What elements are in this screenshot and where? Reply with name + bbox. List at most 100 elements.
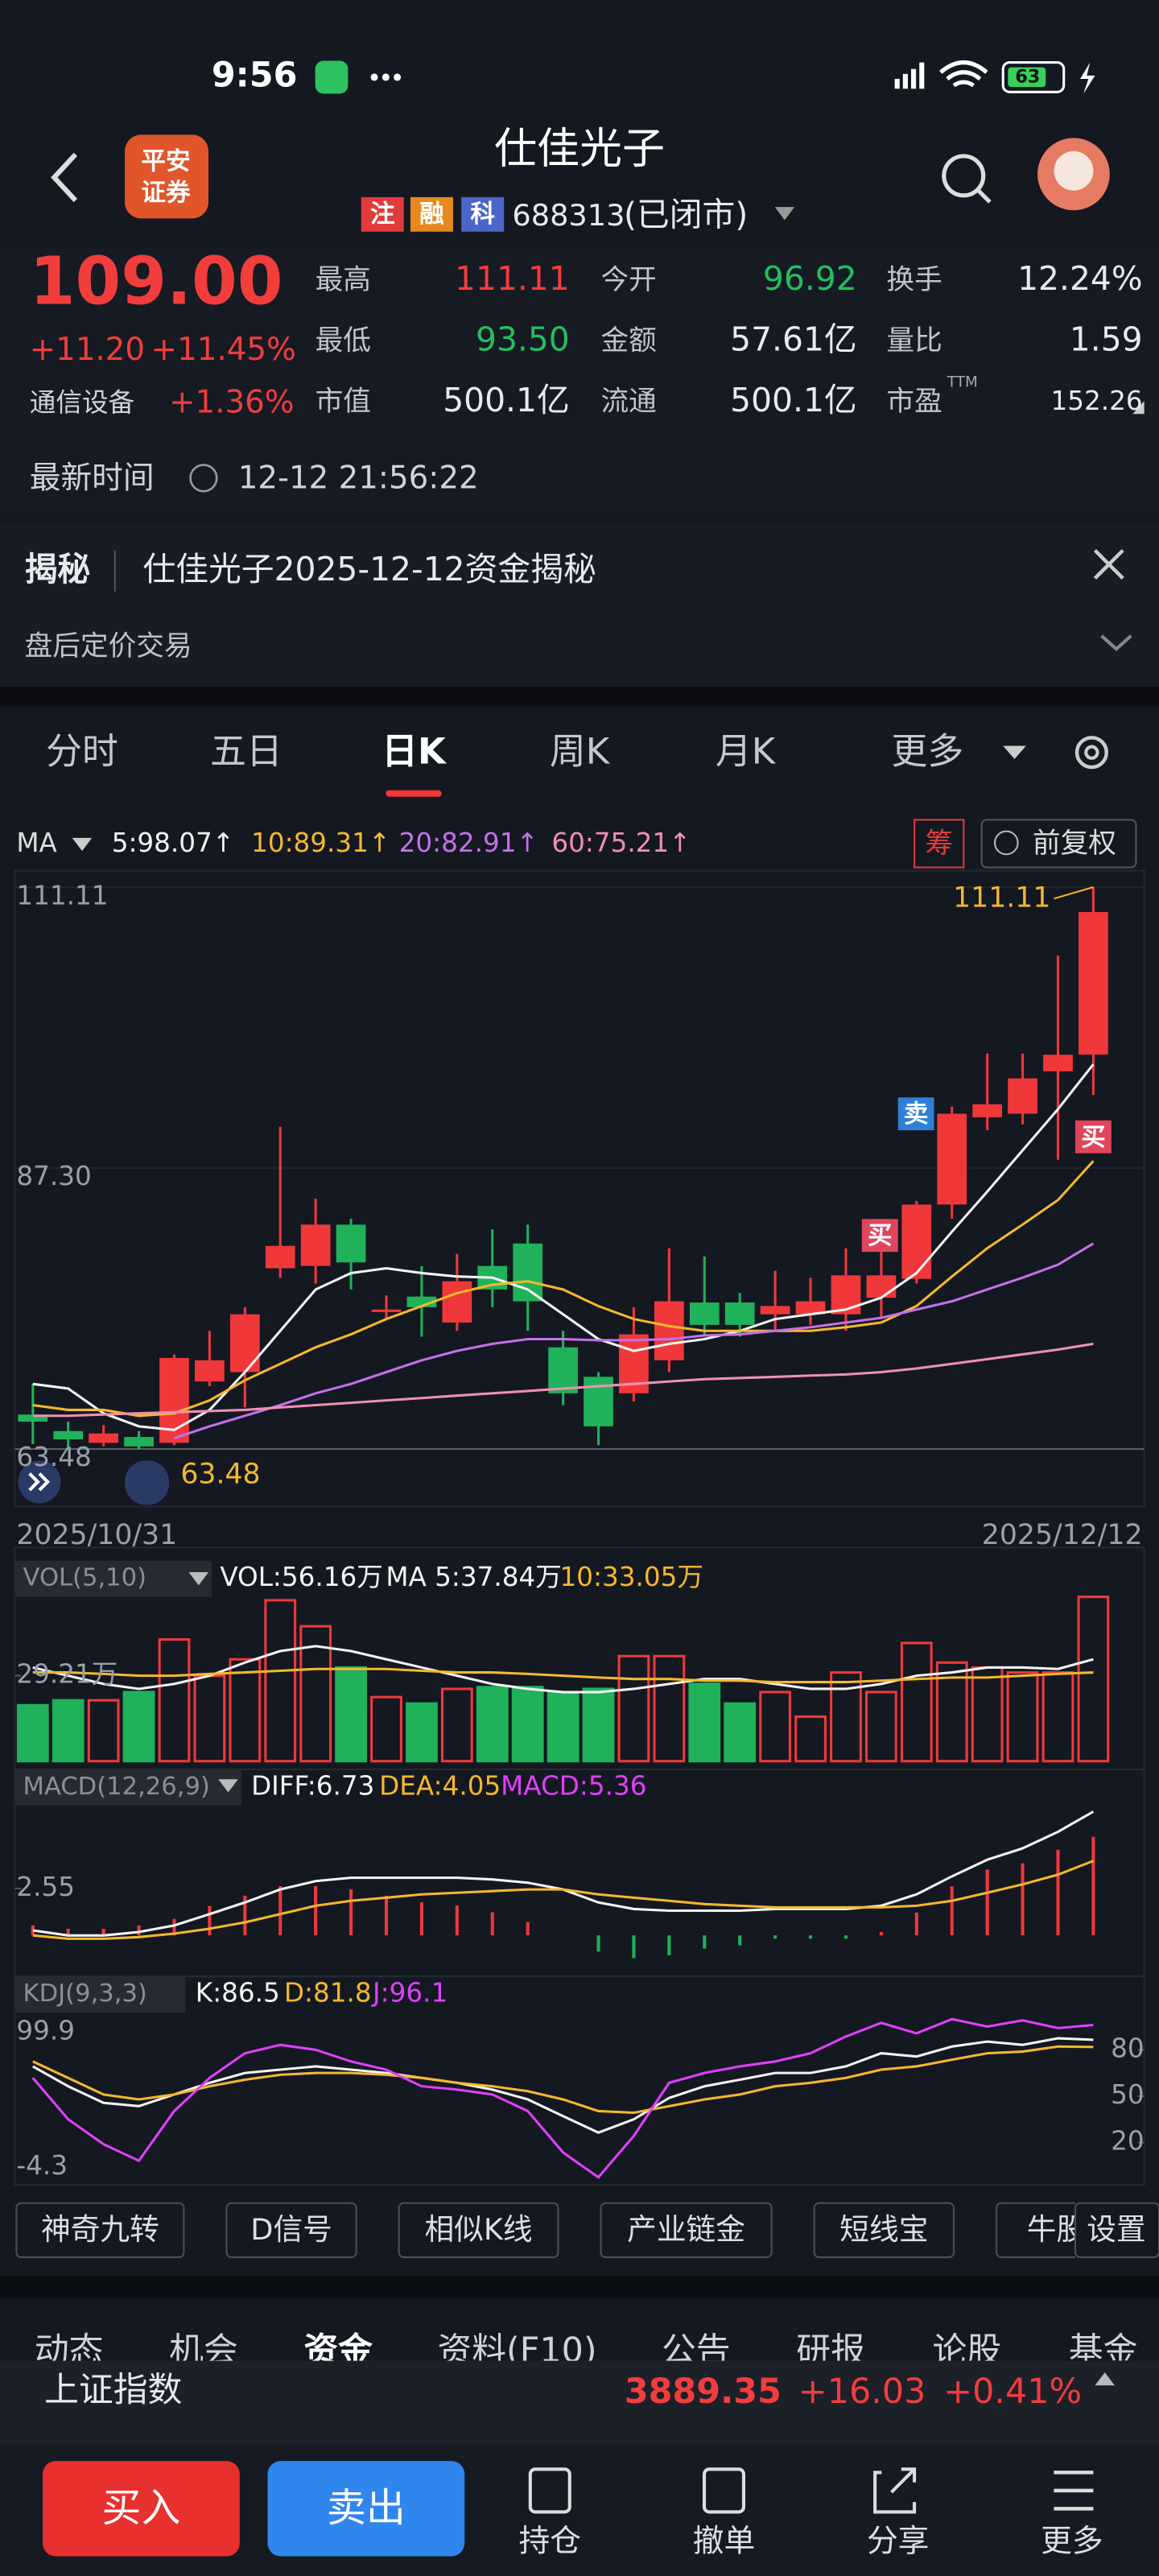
candle-body (265, 1245, 295, 1269)
stock-name: 仕佳光子 (494, 123, 665, 173)
field-label: 市值 (316, 386, 371, 418)
back-button[interactable] (51, 152, 78, 203)
period-tab[interactable]: 日K (382, 730, 448, 773)
volume-bar (52, 1699, 85, 1763)
info-tab: 动态 (35, 2330, 104, 2371)
candle-body (689, 1302, 720, 1325)
change: +11.20 (30, 332, 145, 368)
indicator-label: KDJ(9,3,3) (23, 1979, 147, 2008)
chip-button[interactable] (914, 819, 965, 869)
y-tick-label: 111.11 (16, 880, 108, 910)
change-pct: +11.45% (151, 332, 296, 368)
volume-bar (830, 1671, 862, 1763)
adjust-button[interactable] (980, 819, 1137, 869)
tool-button[interactable] (1074, 2202, 1159, 2259)
tool-button[interactable] (15, 2202, 185, 2259)
kdj-line (32, 2037, 1094, 2134)
field-label: 市盈 (886, 386, 942, 418)
divider (0, 2275, 1159, 2299)
volume-bar (158, 1638, 191, 1763)
tool-button[interactable] (996, 2202, 1116, 2259)
y-tick-label: 20 (1111, 2126, 1145, 2157)
index-value: 3889.35 (625, 2372, 782, 2412)
info-icon (994, 830, 1019, 856)
buy-button[interactable] (43, 2461, 240, 2557)
period-tab[interactable]: 分时 (46, 730, 118, 773)
dropdown (188, 1572, 209, 1586)
period-tab[interactable]: 更多 (892, 730, 964, 773)
settings-button[interactable] (1074, 736, 1108, 770)
tool-button[interactable] (398, 2202, 559, 2259)
tool-button[interactable] (813, 2202, 955, 2259)
candle-body (18, 1414, 48, 1422)
ma-legend: 5:98.07↑ (112, 828, 234, 858)
holdings-icon (528, 2467, 571, 2514)
volume-bar (406, 1702, 438, 1763)
max-label: 111.11 (953, 881, 1050, 914)
candle-body (442, 1281, 472, 1323)
kdj-selector[interactable] (14, 1976, 186, 2013)
battery-text: 63 (1015, 66, 1040, 87)
action-label: 更多 (1041, 2524, 1103, 2560)
signal-badge (1074, 1120, 1112, 1154)
tag (410, 196, 453, 232)
index-change-pct: +0.41% (943, 2372, 1082, 2412)
dropdown (218, 1779, 238, 1793)
info-tab: 资金 (303, 2330, 373, 2371)
settings-core (1084, 745, 1099, 760)
expand-button[interactable] (1100, 634, 1132, 651)
field-label: 量比 (886, 324, 942, 357)
period-tab[interactable]: 月K (716, 730, 777, 773)
macd-selector[interactable] (14, 1769, 241, 1806)
candle-body (336, 1224, 366, 1263)
sector-pct: +1.36% (169, 385, 295, 421)
avatar-face (1054, 151, 1094, 191)
kdj-line (31, 2017, 1094, 2179)
volume-bar (370, 1695, 402, 1763)
ma-legend: 10:89.31↑ (251, 828, 390, 858)
sell-button[interactable] (267, 2461, 465, 2557)
candle-body (229, 1314, 260, 1373)
buy-text: 买入 (101, 2485, 180, 2531)
wechat-icon (315, 60, 349, 94)
field-value: 111.11 (455, 259, 570, 298)
close-button[interactable] (1093, 549, 1124, 580)
candle-body (300, 1224, 331, 1266)
candle-body (831, 1275, 861, 1315)
search-button[interactable] (942, 154, 986, 198)
signal-badge (897, 1097, 934, 1131)
index-change: +16.03 (798, 2372, 926, 2412)
reveal-tag: 揭秘 (25, 550, 91, 588)
broker-logo (125, 134, 209, 219)
field-label: 最低 (316, 324, 371, 357)
info-tab: 机会 (169, 2330, 238, 2371)
expand-arrows (28, 1472, 51, 1492)
volume-bar (1041, 1671, 1074, 1763)
expand-button[interactable] (1095, 2372, 1115, 2386)
kline-frame (14, 869, 1145, 1508)
volume-bar (122, 1690, 155, 1763)
reset-button[interactable] (125, 1460, 170, 1505)
volume-bar (759, 1690, 792, 1763)
update-time: 12-12 21:56:22 (238, 460, 479, 496)
max-pointer (1054, 886, 1094, 900)
macd-line (32, 1860, 1094, 1940)
candle-body (654, 1301, 684, 1360)
period-tab[interactable]: 周K (550, 730, 611, 773)
candle-body (795, 1301, 826, 1315)
share-icon (873, 2467, 917, 2514)
field-sup: TTM (947, 374, 978, 391)
candle-body (901, 1204, 932, 1279)
vol-selector[interactable] (14, 1560, 212, 1597)
tool-row: 神奇九转 D信号 相似K线 产业链金 短线宝 牛股 (15, 2202, 1116, 2259)
volume-bar (900, 1641, 933, 1763)
period-tab[interactable]: 五日 (210, 730, 283, 773)
reveal-panel (0, 522, 1159, 687)
candle-body (195, 1360, 225, 1382)
tool-button[interactable] (600, 2202, 773, 2259)
tool-button[interactable] (225, 2202, 357, 2259)
field-label: 金额 (601, 324, 657, 357)
indicator-label: MACD(12,26,9) (23, 1773, 210, 1801)
candle-body (1008, 1078, 1037, 1114)
index-bar[interactable] (0, 2360, 1159, 2445)
